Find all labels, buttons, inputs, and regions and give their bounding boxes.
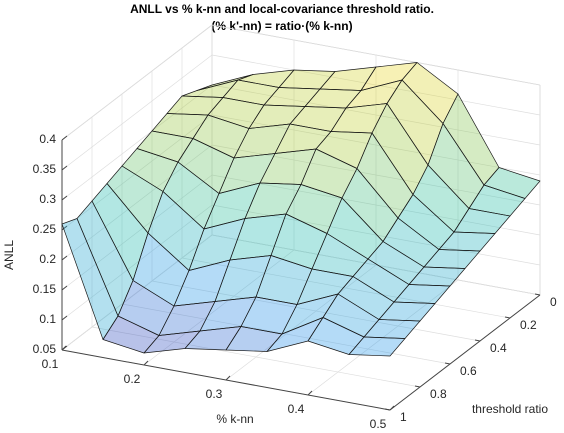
grid-line xyxy=(61,54,213,171)
x-tick-label: 0.4 xyxy=(288,402,305,416)
chart-subtitle: (% k'-nn) = ratio·(% k-nn) xyxy=(211,19,352,33)
grid-line xyxy=(61,24,213,141)
x-axis-label: % k-nn xyxy=(216,412,253,426)
tick-mark xyxy=(414,385,421,388)
tick-mark xyxy=(474,339,481,342)
tick-mark xyxy=(61,195,68,201)
tick-mark xyxy=(61,135,68,141)
y-tick-label: 0.4 xyxy=(490,341,507,355)
surface-patch xyxy=(348,336,406,357)
grid-line xyxy=(225,264,377,381)
grid-line xyxy=(61,84,213,201)
z-tick-label: 0.35 xyxy=(33,162,57,176)
grid-line xyxy=(61,144,213,261)
y-tick-label: 0.2 xyxy=(520,318,537,332)
z-tick-label: 0.2 xyxy=(39,252,56,266)
x-tick-label: 0.3 xyxy=(206,387,223,401)
grid-line xyxy=(91,326,421,388)
tick-mark xyxy=(504,316,511,319)
x-tick-label: 0.1 xyxy=(42,357,59,371)
tick-mark xyxy=(307,390,313,396)
tick-mark xyxy=(61,345,67,351)
z-tick-label: 0.05 xyxy=(33,342,57,356)
x-tick-label: 0.2 xyxy=(124,372,141,386)
z-axis-label: ANLL xyxy=(2,240,16,270)
tick-mark xyxy=(384,408,391,411)
grid-line xyxy=(61,234,213,351)
grid-line xyxy=(143,249,295,366)
z-tick-label: 0.15 xyxy=(33,282,57,296)
tick-mark xyxy=(61,255,68,261)
y-tick-label: 0.6 xyxy=(460,364,477,378)
tick-mark xyxy=(534,293,541,296)
z-tick-label: 0.4 xyxy=(39,132,56,146)
tick-mark xyxy=(61,285,68,291)
y-axis-label: threshold ratio xyxy=(472,402,548,416)
x-tick-label: 0.5 xyxy=(370,417,387,428)
z-tick-label: 0.25 xyxy=(33,222,57,236)
chart-title: ANLL vs % k-nn and local-covariance thre… xyxy=(130,2,434,16)
grid-line xyxy=(61,204,213,321)
grid-line xyxy=(151,280,481,342)
tick-mark xyxy=(61,315,68,321)
tick-mark xyxy=(143,360,149,366)
tick-mark xyxy=(389,405,395,411)
grid-line xyxy=(211,234,541,296)
z-tick-label: 0.1 xyxy=(39,312,56,326)
y-axis xyxy=(389,294,541,411)
tick-mark xyxy=(444,362,451,365)
tick-mark xyxy=(61,165,68,171)
z-tick-label: 0.3 xyxy=(39,192,56,206)
tick-mark xyxy=(61,225,68,231)
tick-mark xyxy=(225,375,231,381)
grid-line xyxy=(61,114,213,231)
grid-line xyxy=(121,303,451,365)
y-tick-label: 1 xyxy=(400,410,407,424)
grid-line xyxy=(181,257,511,319)
y-tick-label: 0.8 xyxy=(430,387,447,401)
grid-line xyxy=(61,174,213,291)
y-tick-label: 0 xyxy=(550,295,557,309)
